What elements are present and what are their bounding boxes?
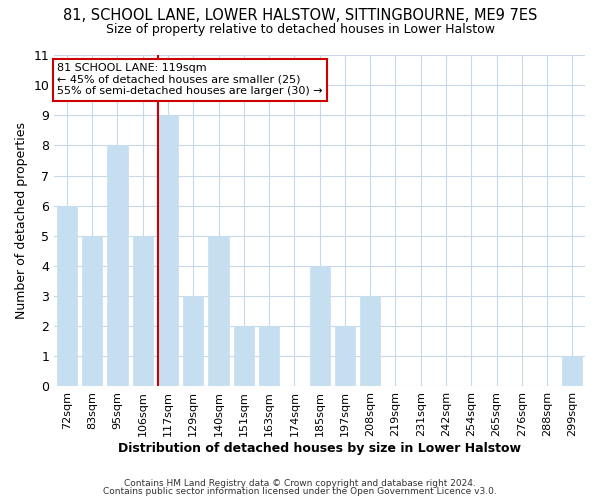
Text: Contains public sector information licensed under the Open Government Licence v3: Contains public sector information licen…	[103, 487, 497, 496]
Bar	[562, 356, 583, 386]
Bar	[335, 326, 355, 386]
Bar	[259, 326, 279, 386]
Text: 81, SCHOOL LANE, LOWER HALSTOW, SITTINGBOURNE, ME9 7ES: 81, SCHOOL LANE, LOWER HALSTOW, SITTINGB…	[63, 8, 537, 22]
Bar	[133, 236, 153, 386]
Bar	[57, 206, 77, 386]
Bar	[208, 236, 229, 386]
X-axis label: Distribution of detached houses by size in Lower Halstow: Distribution of detached houses by size …	[118, 442, 521, 455]
Text: Contains HM Land Registry data © Crown copyright and database right 2024.: Contains HM Land Registry data © Crown c…	[124, 478, 476, 488]
Bar	[234, 326, 254, 386]
Bar	[107, 146, 128, 386]
Text: Size of property relative to detached houses in Lower Halstow: Size of property relative to detached ho…	[106, 22, 494, 36]
Bar	[82, 236, 103, 386]
Bar	[158, 116, 178, 386]
Y-axis label: Number of detached properties: Number of detached properties	[15, 122, 28, 319]
Bar	[310, 266, 330, 386]
Text: 81 SCHOOL LANE: 119sqm
← 45% of detached houses are smaller (25)
55% of semi-det: 81 SCHOOL LANE: 119sqm ← 45% of detached…	[57, 64, 323, 96]
Bar	[183, 296, 203, 386]
Bar	[360, 296, 380, 386]
